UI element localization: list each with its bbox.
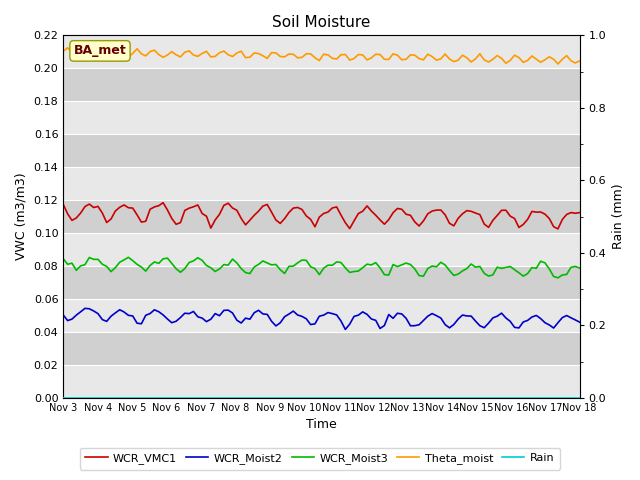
WCR_VMC1	[350, 218, 358, 224]
WCR_Moist2	[567, 315, 575, 321]
WCR_Moist3	[60, 256, 67, 262]
WCR_Moist3	[472, 264, 479, 270]
X-axis label: Time: Time	[306, 419, 337, 432]
Line: Theta_moist: Theta_moist	[63, 48, 580, 64]
WCR_VMC1	[554, 226, 562, 232]
WCR_VMC1	[60, 202, 67, 207]
WCR_Moist3	[420, 273, 428, 279]
Bar	[63, 200, 580, 233]
WCR_VMC1	[567, 210, 575, 216]
WCR_Moist3	[576, 265, 584, 271]
Rain	[60, 395, 67, 401]
Text: BA_met: BA_met	[74, 44, 126, 58]
WCR_Moist2	[476, 323, 484, 329]
Rain	[559, 395, 566, 401]
Bar	[63, 36, 580, 68]
Theta_moist	[203, 48, 211, 54]
WCR_VMC1	[576, 210, 584, 216]
Rain	[168, 395, 175, 401]
Bar	[63, 332, 580, 365]
Theta_moist	[576, 58, 584, 64]
WCR_Moist2	[576, 319, 584, 325]
Line: WCR_Moist3: WCR_Moist3	[63, 257, 580, 278]
Legend: WCR_VMC1, WCR_Moist2, WCR_Moist3, Theta_moist, Rain: WCR_VMC1, WCR_Moist2, WCR_Moist3, Theta_…	[80, 448, 560, 469]
Title: Soil Moisture: Soil Moisture	[272, 15, 371, 30]
Theta_moist	[554, 61, 562, 67]
Theta_moist	[567, 58, 575, 64]
WCR_Moist2	[203, 319, 211, 324]
Theta_moist	[64, 45, 72, 51]
WCR_Moist2	[355, 312, 362, 318]
WCR_Moist2	[342, 326, 349, 332]
WCR_Moist3	[554, 275, 562, 281]
Rain	[198, 395, 206, 401]
Rain	[415, 395, 423, 401]
Bar	[63, 365, 580, 398]
WCR_Moist2	[81, 305, 89, 311]
Bar	[63, 167, 580, 200]
Line: WCR_VMC1: WCR_VMC1	[63, 203, 580, 229]
WCR_Moist3	[172, 266, 180, 272]
Y-axis label: Rain (mm): Rain (mm)	[612, 184, 625, 250]
WCR_VMC1	[472, 210, 479, 216]
WCR_Moist2	[172, 318, 180, 324]
Rain	[346, 395, 353, 401]
WCR_Moist3	[567, 264, 575, 270]
WCR_VMC1	[420, 218, 428, 224]
Bar	[63, 233, 580, 266]
Bar	[63, 134, 580, 167]
WCR_Moist2	[424, 313, 431, 319]
WCR_VMC1	[159, 200, 167, 205]
Bar	[63, 68, 580, 101]
Theta_moist	[172, 52, 180, 58]
WCR_Moist3	[203, 263, 211, 268]
Theta_moist	[350, 56, 358, 61]
Line: WCR_Moist2: WCR_Moist2	[63, 308, 580, 329]
Bar	[63, 266, 580, 299]
Theta_moist	[60, 48, 67, 54]
WCR_VMC1	[203, 213, 211, 219]
Rain	[576, 395, 584, 401]
WCR_Moist3	[125, 254, 132, 260]
Theta_moist	[472, 56, 479, 62]
Rain	[467, 395, 475, 401]
WCR_Moist3	[350, 269, 358, 275]
Y-axis label: VWC (m3/m3): VWC (m3/m3)	[15, 173, 28, 261]
Bar	[63, 101, 580, 134]
Bar	[63, 299, 580, 332]
WCR_Moist2	[60, 312, 67, 318]
Theta_moist	[420, 57, 428, 62]
WCR_VMC1	[172, 221, 180, 227]
